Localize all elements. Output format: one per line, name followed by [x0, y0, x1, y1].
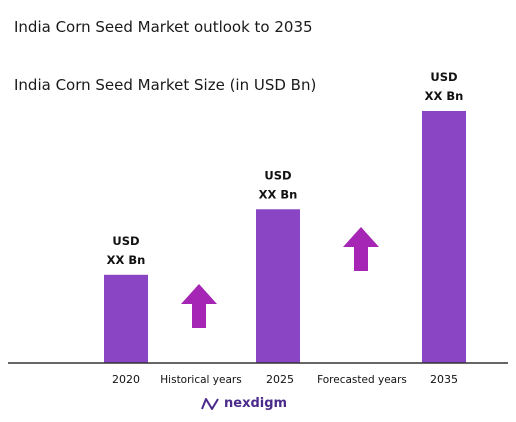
data-label-2020-line2: XX Bn	[107, 253, 146, 267]
up-arrow-icon	[343, 227, 379, 271]
data-label-2020-line1: USD	[112, 234, 139, 248]
data-label-2025-line1: USD	[264, 168, 291, 182]
brand-logo: nexdigm	[200, 396, 287, 411]
bar-chart: USD XX Bn 2020 USD XX Bn 2025 USD XX Bn 2035 Hist…	[8, 70, 508, 386]
chart-title: India Corn Seed Market outlook to 2035	[14, 18, 313, 36]
data-label-2035-line1: USD	[430, 70, 457, 84]
annotation-forecasted: Forecasted years	[317, 374, 407, 386]
tick-label-2025: 2025	[266, 373, 294, 386]
nexdigm-logo-icon	[201, 397, 219, 410]
tick-label-2035: 2035	[430, 373, 458, 386]
brand-name: nexdigm	[224, 396, 288, 411]
up-arrow-icon	[181, 284, 217, 328]
annotation-historical: Historical years	[160, 374, 241, 386]
data-label-2035-line2: XX Bn	[425, 89, 464, 103]
chart-subtitle: India Corn Seed Market Size (in USD Bn)	[14, 76, 317, 94]
bar-2035	[422, 111, 466, 363]
bar-2025	[256, 209, 300, 363]
tick-label-2020: 2020	[112, 373, 140, 386]
data-label-2025-line2: XX Bn	[259, 187, 298, 201]
bar-2020	[104, 274, 148, 363]
